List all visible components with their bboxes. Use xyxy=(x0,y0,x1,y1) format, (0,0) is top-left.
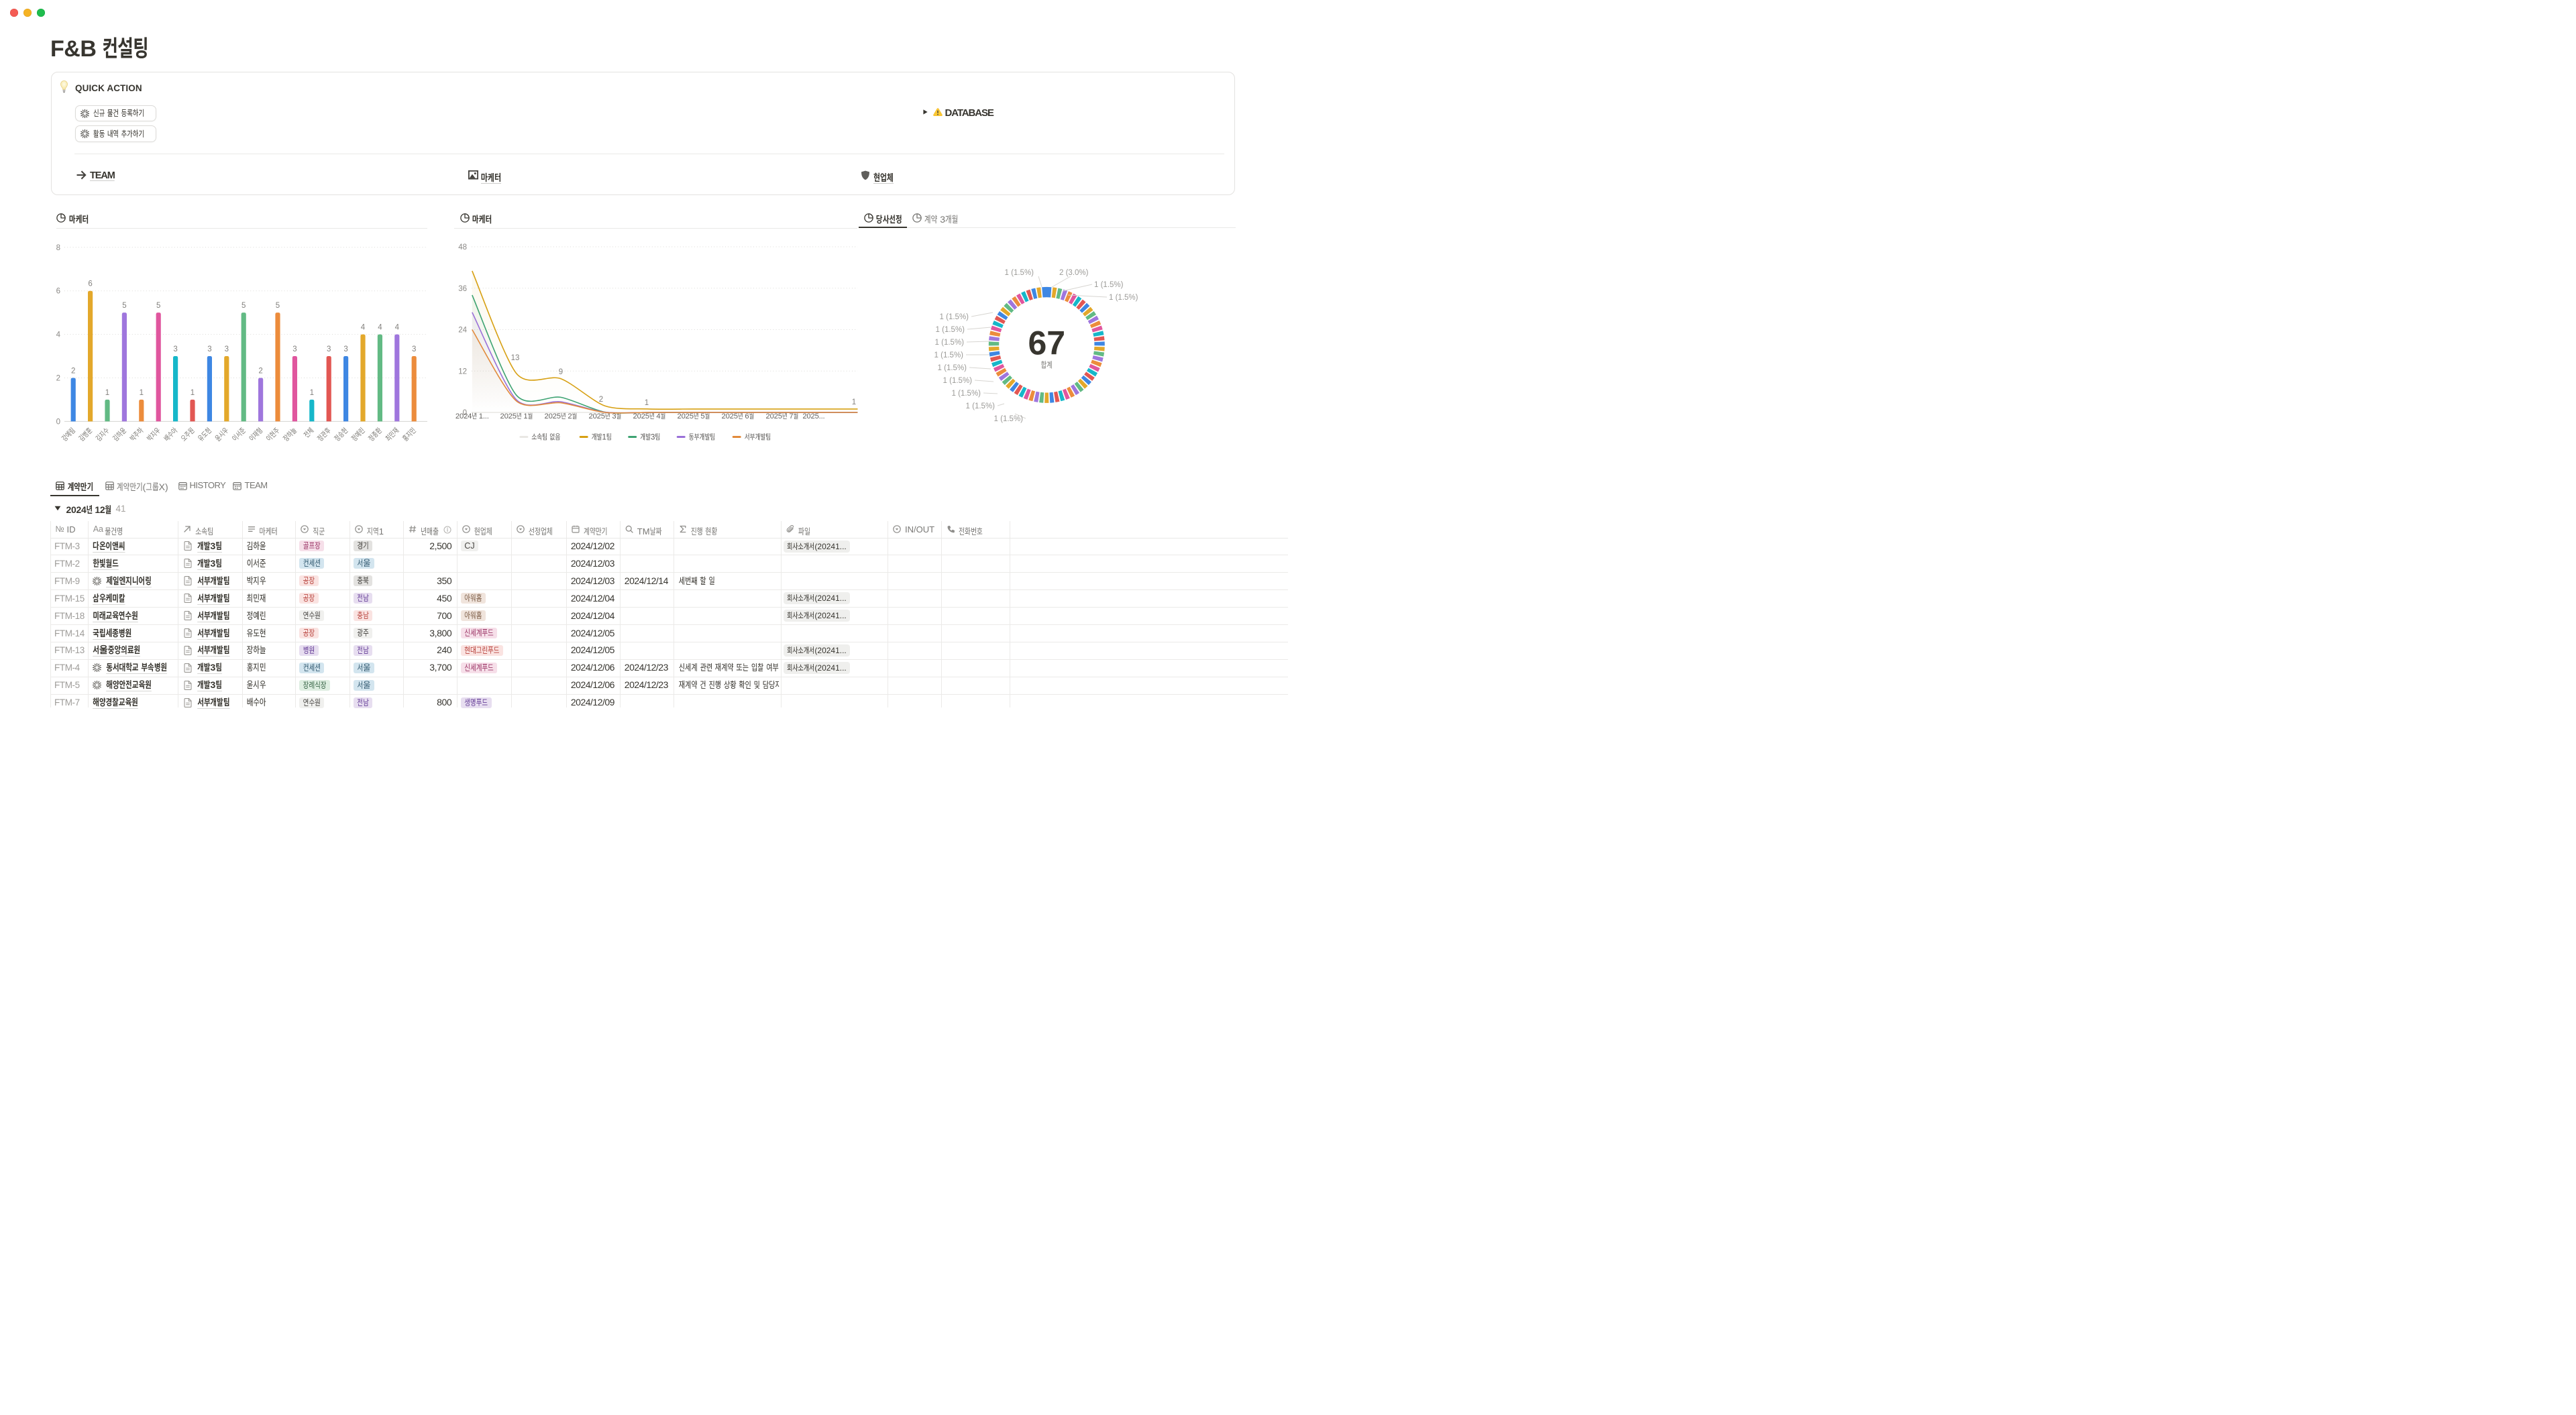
svg-text:이재형: 이재형 xyxy=(248,426,265,443)
svg-text:1 (1.5%): 1 (1.5%) xyxy=(1005,269,1034,277)
svg-text:유도현: 유도현 xyxy=(197,426,213,443)
svg-text:6: 6 xyxy=(88,280,92,288)
svg-text:1 (1.5%): 1 (1.5%) xyxy=(994,415,1024,423)
svg-text:전체: 전체 xyxy=(303,427,315,439)
svg-text:1 (1.5%): 1 (1.5%) xyxy=(938,364,967,372)
svg-text:김지수: 김지수 xyxy=(94,426,111,443)
svg-text:2024년 1...: 2024년 1... xyxy=(455,412,489,420)
svg-text:5: 5 xyxy=(241,302,246,310)
svg-text:12: 12 xyxy=(458,367,467,376)
svg-text:개발1팀: 개발1팀 xyxy=(592,433,612,442)
svg-text:2025년 3월: 2025년 3월 xyxy=(589,412,622,420)
svg-text:8: 8 xyxy=(56,244,60,252)
svg-text:13: 13 xyxy=(511,354,520,362)
svg-text:1 (1.5%): 1 (1.5%) xyxy=(966,402,996,410)
svg-text:김병훈: 김병훈 xyxy=(77,426,95,443)
svg-text:36: 36 xyxy=(458,285,467,293)
svg-text:6: 6 xyxy=(56,288,60,296)
svg-text:합계: 합계 xyxy=(1041,360,1053,370)
svg-text:김하윤: 김하윤 xyxy=(111,426,129,443)
svg-text:소속팀 없음: 소속팀 없음 xyxy=(531,433,560,442)
svg-text:이현주: 이현주 xyxy=(264,426,282,443)
svg-text:1: 1 xyxy=(645,399,649,407)
svg-text:3: 3 xyxy=(327,345,331,353)
svg-text:9: 9 xyxy=(559,368,563,376)
svg-text:2025년 7월: 2025년 7월 xyxy=(766,412,799,420)
svg-text:서부개발팀: 서부개발팀 xyxy=(745,433,771,442)
svg-text:2: 2 xyxy=(71,367,75,376)
svg-text:1: 1 xyxy=(191,389,195,397)
svg-text:3: 3 xyxy=(225,345,229,353)
svg-text:배수아: 배수아 xyxy=(163,427,180,443)
svg-text:정예린: 정예린 xyxy=(350,426,366,443)
svg-text:이서준: 이서준 xyxy=(231,426,248,443)
svg-text:1: 1 xyxy=(852,398,856,406)
svg-text:2025년 4월: 2025년 4월 xyxy=(633,412,666,420)
svg-text:5: 5 xyxy=(276,302,280,310)
svg-text:2025년 6월: 2025년 6월 xyxy=(722,412,755,420)
svg-text:2 (3.0%): 2 (3.0%) xyxy=(1059,269,1089,277)
svg-text:2: 2 xyxy=(258,367,262,376)
svg-text:4: 4 xyxy=(361,324,366,332)
svg-text:2025년 2월: 2025년 2월 xyxy=(545,412,578,420)
svg-text:1 (1.5%): 1 (1.5%) xyxy=(1094,281,1124,289)
svg-text:0: 0 xyxy=(56,418,60,426)
svg-text:윤시우: 윤시우 xyxy=(214,427,231,443)
svg-text:4: 4 xyxy=(56,331,61,339)
svg-text:3: 3 xyxy=(173,345,177,353)
svg-text:1: 1 xyxy=(105,389,109,397)
svg-text:정관후: 정관후 xyxy=(316,426,333,443)
svg-text:0: 0 xyxy=(463,409,467,417)
svg-text:개발3팀: 개발3팀 xyxy=(640,433,660,442)
svg-text:정승현: 정승현 xyxy=(333,426,350,443)
svg-text:1 (1.5%): 1 (1.5%) xyxy=(943,377,973,385)
svg-text:3: 3 xyxy=(292,345,297,353)
svg-text:1 (1.5%): 1 (1.5%) xyxy=(936,326,965,334)
svg-text:홍지민: 홍지민 xyxy=(401,426,418,443)
svg-text:2: 2 xyxy=(56,375,60,383)
svg-text:정종환: 정종환 xyxy=(367,426,384,443)
svg-text:장하늘: 장하늘 xyxy=(282,426,299,443)
svg-text:1 (1.5%): 1 (1.5%) xyxy=(1109,294,1138,302)
svg-text:5: 5 xyxy=(156,302,160,310)
svg-text:1 (1.5%): 1 (1.5%) xyxy=(940,313,969,321)
svg-text:1 (1.5%): 1 (1.5%) xyxy=(935,339,965,347)
svg-text:2025년 5월: 2025년 5월 xyxy=(678,412,710,420)
svg-text:1 (1.5%): 1 (1.5%) xyxy=(934,351,964,359)
svg-text:67: 67 xyxy=(1028,324,1065,361)
svg-text:박주하: 박주하 xyxy=(128,426,146,443)
svg-text:최민재: 최민재 xyxy=(384,426,400,443)
svg-text:2025...: 2025... xyxy=(802,412,824,420)
svg-text:3: 3 xyxy=(412,345,416,353)
svg-text:2025년 1월: 2025년 1월 xyxy=(500,412,533,420)
svg-text:강예림: 강예림 xyxy=(60,426,77,443)
svg-text:4: 4 xyxy=(378,324,382,332)
svg-text:48: 48 xyxy=(458,243,467,251)
svg-text:5: 5 xyxy=(122,302,126,310)
svg-text:1: 1 xyxy=(140,389,144,397)
svg-text:24: 24 xyxy=(458,327,467,335)
svg-text:3: 3 xyxy=(207,345,211,353)
svg-text:오주원: 오주원 xyxy=(180,427,197,443)
svg-text:1 (1.5%): 1 (1.5%) xyxy=(952,390,981,398)
svg-text:2: 2 xyxy=(599,396,603,404)
svg-text:4: 4 xyxy=(395,324,400,332)
svg-text:박지우: 박지우 xyxy=(146,426,163,443)
svg-text:3: 3 xyxy=(343,345,347,353)
svg-text:동부개발팀: 동부개발팀 xyxy=(689,433,716,442)
svg-text:1: 1 xyxy=(310,389,314,397)
